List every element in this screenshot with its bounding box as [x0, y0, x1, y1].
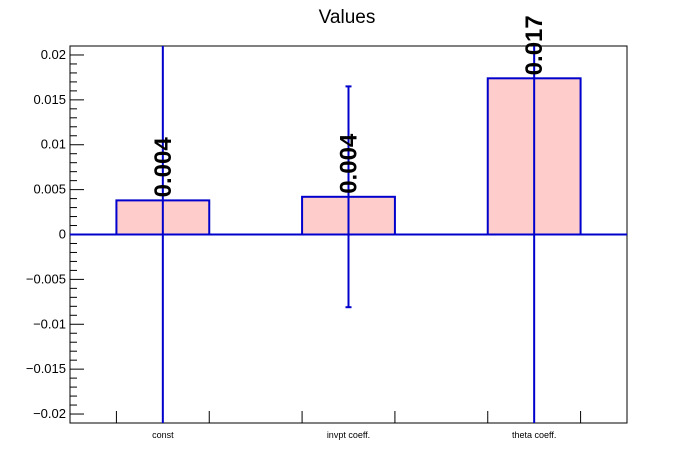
x-tick-label: invpt coeff.	[327, 430, 370, 440]
y-tick-label: −0.015	[26, 361, 66, 376]
x-axis: const invpt coeff. theta coeff.	[115, 411, 582, 440]
x-tick-label: theta coeff.	[512, 430, 556, 440]
data-label: 0.004	[150, 137, 177, 198]
chart-title: Values	[319, 7, 376, 28]
y-tick-label: −0.01	[33, 316, 66, 331]
y-tick-label: 0.02	[41, 47, 66, 62]
data-label: 0.004	[336, 133, 363, 194]
x-tick-label: const	[152, 430, 174, 440]
y-tick-label: −0.005	[26, 271, 66, 286]
bars: 0.004 0.004 0.017	[70, 15, 627, 423]
y-tick-label: 0.01	[41, 137, 66, 152]
y-tick-label: −0.02	[33, 406, 66, 421]
y-tick-label: 0	[59, 227, 66, 242]
y-tick-label: 0.015	[33, 92, 66, 107]
y-tick-label: 0.005	[33, 182, 66, 197]
data-label: 0.017	[521, 15, 548, 75]
